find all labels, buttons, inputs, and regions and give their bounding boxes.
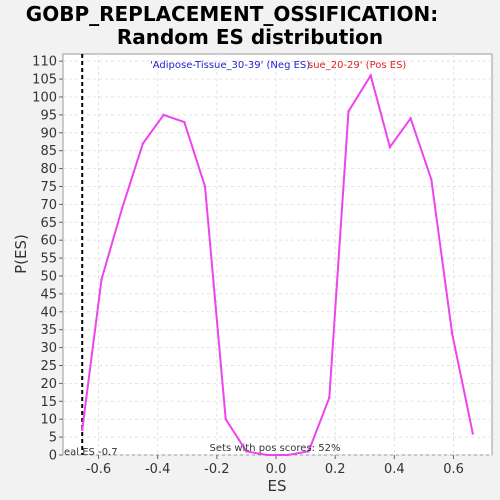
y-tick-label: 55 bbox=[40, 252, 57, 267]
y-tick-label: 75 bbox=[40, 180, 57, 195]
y-axis-ticks: 0 5 10 15 20 25 30 35 40 45 50 55 60 65 70 75 80 85 90 95 10… bbox=[32, 55, 63, 464]
y-tick-label: 50 bbox=[40, 269, 57, 284]
data-point bbox=[265, 453, 269, 457]
y-tick-label: 60 bbox=[40, 234, 57, 249]
data-point bbox=[471, 432, 474, 435]
x-tick-label: 0.2 bbox=[325, 462, 346, 477]
y-tick-label: 85 bbox=[40, 144, 57, 159]
data-point bbox=[224, 417, 227, 421]
data-point bbox=[141, 142, 145, 145]
data-point bbox=[203, 185, 207, 188]
pos-es-label: sue_20-29' (Pos ES) bbox=[308, 60, 406, 71]
data-point bbox=[388, 145, 392, 149]
pos-scores-label: Sets with pos scores: 52% bbox=[210, 443, 341, 454]
data-point bbox=[369, 74, 372, 77]
y-tick-label: 105 bbox=[32, 73, 57, 88]
y-tick-label: 25 bbox=[40, 359, 57, 374]
data-point bbox=[183, 120, 186, 124]
data-point bbox=[347, 110, 350, 113]
y-tick-label: 65 bbox=[40, 216, 57, 231]
y-tick-label: 95 bbox=[40, 108, 57, 123]
y-tick-label: 0 bbox=[49, 449, 57, 464]
data-point bbox=[245, 450, 248, 453]
y-tick-label: 30 bbox=[40, 341, 57, 356]
data-point bbox=[81, 428, 84, 432]
es-series-line bbox=[81, 73, 474, 456]
y-tick-label: 80 bbox=[40, 162, 57, 177]
x-tick-label: -0.4 bbox=[145, 462, 170, 477]
x-tick-label: -0.2 bbox=[204, 462, 229, 477]
chart-title: GOBP_REPLACEMENT_OSSIFICATION: bbox=[26, 2, 438, 26]
grid-lines bbox=[63, 54, 492, 456]
data-point bbox=[409, 117, 412, 120]
y-tick-label: 45 bbox=[40, 287, 57, 302]
data-point bbox=[120, 206, 124, 210]
y-tick-label: 20 bbox=[40, 377, 57, 392]
data-point bbox=[328, 396, 331, 399]
y-tick-label: 10 bbox=[40, 413, 57, 428]
y-tick-label: 35 bbox=[40, 323, 57, 338]
series-points bbox=[81, 74, 474, 457]
neg-es-label: 'Adipose-Tissue_30-39' (Neg ES) bbox=[150, 60, 310, 71]
x-tick-label: -0.6 bbox=[86, 462, 111, 477]
data-point bbox=[430, 178, 433, 181]
data-point bbox=[450, 332, 454, 335]
chart-subtitle: Random ES distribution bbox=[117, 25, 383, 49]
y-tick-label: 100 bbox=[32, 90, 57, 105]
y-tick-label: 110 bbox=[32, 55, 57, 70]
data-point bbox=[307, 450, 310, 453]
x-tick-label: 0.6 bbox=[443, 462, 464, 477]
y-tick-label: 70 bbox=[40, 198, 57, 213]
y-tick-label: 90 bbox=[40, 126, 57, 141]
y-tick-label: 40 bbox=[40, 305, 57, 320]
data-point bbox=[286, 453, 290, 457]
data-point bbox=[100, 278, 103, 281]
x-axis-label: ES bbox=[268, 477, 287, 495]
x-axis-ticks: -0.6 -0.4 -0.2 0.0 0.2 0.4 0.6 bbox=[86, 455, 464, 477]
data-point bbox=[162, 113, 165, 117]
x-tick-label: 0.4 bbox=[384, 462, 405, 477]
y-tick-label: 15 bbox=[40, 395, 57, 410]
y-axis-label: P(ES) bbox=[12, 234, 30, 274]
y-tick-label: 5 bbox=[49, 431, 57, 446]
real-es-label: eal ES -0.7 bbox=[64, 447, 118, 458]
x-tick-label: 0.0 bbox=[266, 462, 287, 477]
plot-area bbox=[62, 53, 493, 456]
